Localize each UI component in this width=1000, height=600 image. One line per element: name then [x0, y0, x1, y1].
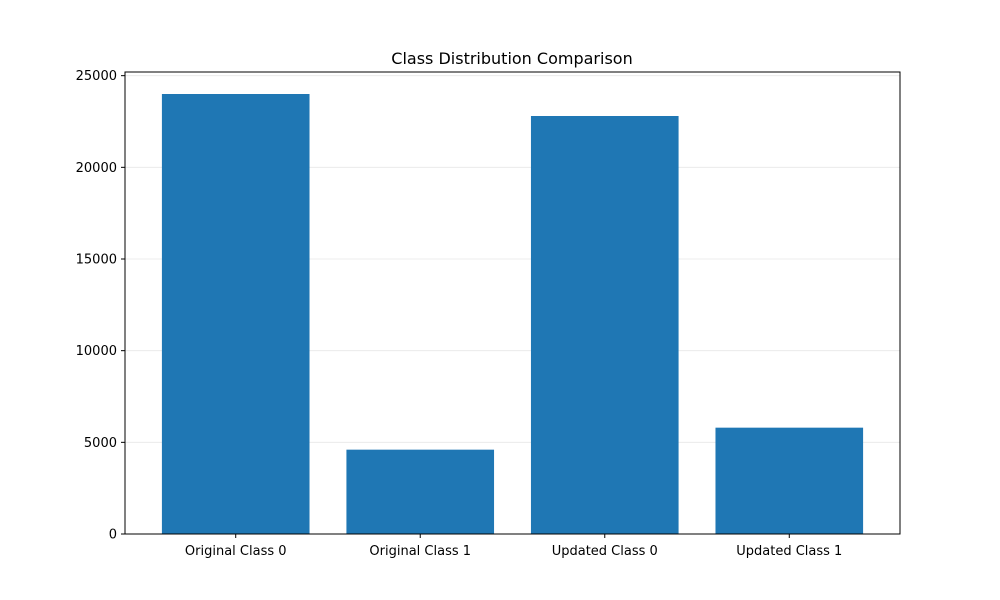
bar-updated-class-0: [530, 116, 679, 534]
bar-updated-class-1: [715, 427, 864, 534]
y-tick-label: 10000: [76, 344, 117, 359]
bars: [161, 94, 864, 534]
plot-area-frame: [124, 71, 901, 535]
bar-original-class-0: [161, 94, 310, 534]
x-axis: Original Class 0 Original Class 1 Updated …: [185, 534, 842, 559]
x-tick-label: Original Class 1: [369, 544, 471, 559]
x-tick-label: Updated Class 0: [552, 544, 658, 559]
x-tick-label: Updated Class 1: [736, 544, 842, 559]
y-tick-label: 15000: [76, 253, 117, 268]
bar-original-class-1: [346, 449, 495, 534]
y-axis: 0 5000 10000 15000 20000 25000: [76, 69, 125, 543]
y-tick-label: 0: [109, 528, 117, 543]
chart-title: Class Distribution Comparison: [391, 49, 632, 68]
y-tick-label: 20000: [76, 161, 117, 176]
y-tick-label: 25000: [76, 69, 117, 84]
x-tick-label: Original Class 0: [185, 544, 287, 559]
y-tick-label: 5000: [84, 436, 117, 451]
